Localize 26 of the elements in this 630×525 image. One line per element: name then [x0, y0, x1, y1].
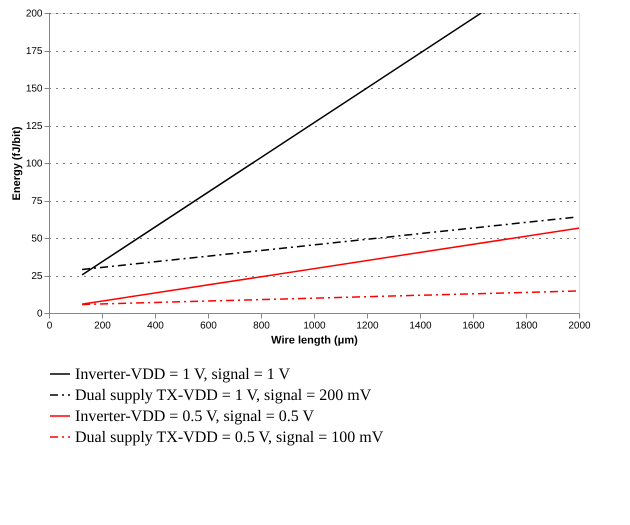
y-tick-label: 75: [31, 196, 43, 207]
y-tick-label: 50: [31, 234, 43, 244]
y-tick-label: 175: [26, 46, 43, 57]
x-tick-label: 1200: [356, 320, 380, 332]
y-tick-label: 25: [31, 271, 43, 282]
y-tick-label: 0: [36, 308, 43, 320]
x-tick-label: 800: [253, 320, 270, 332]
x-axis-title: Wire length (μm): [271, 334, 358, 346]
x-tick-label: 600: [200, 320, 218, 332]
x-tick-label: 400: [147, 320, 164, 332]
x-tick-label: 1800: [515, 320, 538, 332]
y-tick-label: 150: [26, 84, 43, 94]
x-tick-label: 1600: [462, 320, 486, 332]
y-tick-label: 100: [26, 158, 43, 170]
y-tick-label: 125: [26, 121, 43, 132]
x-tick-label: 200: [94, 320, 112, 332]
y-tick-label: 200: [26, 8, 43, 20]
legend-label: Inverter-VDD = 1 V, signal = 1 V: [75, 366, 290, 383]
y-axis-title: Energy (fJ/bit): [10, 126, 23, 200]
legend-label: Inverter-VDD = 0.5 V, signal = 0.5 V: [75, 408, 314, 425]
x-tick-label: 1400: [409, 320, 432, 332]
x-tick-label: 1000: [303, 320, 326, 332]
legend-label: Dual supply TX-VDD = 1 V, signal = 200 mV: [75, 387, 372, 404]
legend-label: Dual supply TX-VDD = 0.5 V, signal = 100 mV: [75, 429, 384, 446]
x-tick-label: 2000: [568, 320, 592, 332]
x-tick-label: 0: [46, 320, 53, 332]
